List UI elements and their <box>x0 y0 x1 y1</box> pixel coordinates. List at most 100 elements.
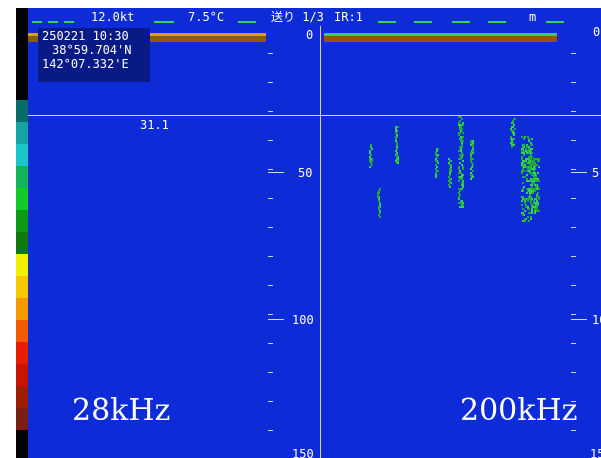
echo-pixel <box>522 148 524 150</box>
echo-pixel <box>524 166 526 168</box>
echo-pixel <box>528 140 530 142</box>
color-scale-step <box>16 364 28 386</box>
echo-pixel <box>396 136 398 138</box>
color-scale-step <box>16 232 28 254</box>
echo-pixel <box>534 188 536 190</box>
echo-pixel <box>522 168 524 170</box>
echo-pixel <box>436 156 438 158</box>
echo-pixel <box>448 184 450 186</box>
depth-minor-tick <box>268 314 273 315</box>
echo-pixel <box>521 136 523 138</box>
echo-pixel <box>472 142 474 144</box>
depth-minor-tick <box>571 401 576 402</box>
echo-pixel <box>461 176 463 178</box>
echo-pixel <box>514 128 516 130</box>
echo-pixel <box>379 212 381 214</box>
echo-pixel <box>538 210 540 212</box>
color-scale-step <box>16 166 28 188</box>
echo-pixel <box>472 176 474 178</box>
echo-pixel <box>449 186 451 188</box>
echo-pixel <box>525 160 527 162</box>
echo-pixel <box>522 198 524 200</box>
echo-pixel <box>435 152 437 154</box>
echo-pixel <box>527 208 529 210</box>
echo-pixel <box>371 164 373 166</box>
echo-pixel <box>472 144 474 146</box>
echo-pixel <box>528 148 530 150</box>
echo-pixel <box>526 166 528 168</box>
longitude-readout: 142°07.332'E <box>42 57 129 71</box>
echo-pixel <box>537 178 539 180</box>
echo-pixel <box>377 192 379 194</box>
echo-pixel <box>378 206 380 208</box>
echo-pixel <box>396 154 398 156</box>
echo-pixel <box>369 166 371 168</box>
depth-minor-tick <box>571 111 576 112</box>
echo-pixel <box>529 152 531 154</box>
echo-pixel <box>370 144 372 146</box>
echo-pixel <box>369 152 371 154</box>
echo-pixel <box>396 152 398 154</box>
echo-pixel <box>531 186 533 188</box>
echo-pixel <box>461 128 463 130</box>
echo-pixel <box>533 176 535 178</box>
echo-pixel <box>458 172 460 174</box>
echo-pixel <box>458 124 460 126</box>
color-scale-step <box>16 188 28 210</box>
echo-pixel <box>459 178 461 180</box>
echo-pixel <box>460 158 462 160</box>
color-scale-step <box>16 298 28 320</box>
echo-pixel <box>532 178 534 180</box>
depth-tick-50 <box>268 172 284 173</box>
echo-pixel <box>472 140 474 142</box>
depth-marker-line <box>28 115 601 116</box>
echo-pixel <box>537 202 539 204</box>
echo-pixel <box>521 158 523 160</box>
echo-pixel <box>460 172 462 174</box>
depth-minor-tick <box>571 314 576 315</box>
echo-pixel <box>510 128 512 130</box>
echo-pixel <box>529 198 531 200</box>
echo-pixel <box>530 218 532 220</box>
echo-pixel <box>370 146 372 148</box>
echo-pixel <box>379 188 381 190</box>
echo-pixel <box>513 144 515 146</box>
echo-pixel <box>449 180 451 182</box>
echo-pixel <box>533 168 535 170</box>
echo-pixel <box>472 148 474 150</box>
echo-pixel <box>527 158 529 160</box>
echo-pixel <box>526 162 528 164</box>
echo-pixel <box>534 184 536 186</box>
echo-pixel <box>458 198 460 200</box>
depth-minor-tick <box>268 401 273 402</box>
echo-pixel <box>436 150 438 152</box>
depth-minor-tick <box>268 285 273 286</box>
echo-pixel <box>533 160 535 162</box>
echo-pixel <box>462 204 464 206</box>
echo-pixel <box>449 170 451 172</box>
echo-pixel <box>460 130 462 132</box>
echo-pixel <box>436 166 438 168</box>
echo-pixel <box>370 158 372 160</box>
echo-pixel <box>532 162 534 164</box>
depth-label-150: 150 <box>292 447 314 458</box>
color-scale-step <box>16 100 28 122</box>
echo-pixel <box>513 138 515 140</box>
echo-pixel <box>448 162 450 164</box>
echo-pixel <box>531 168 533 170</box>
echo-pixel <box>459 154 461 156</box>
echo-pixel <box>531 212 533 214</box>
echo-pixel <box>460 156 462 158</box>
echo-pixel <box>458 166 460 168</box>
echo-pixel <box>461 188 463 190</box>
echo-pixel <box>522 220 524 222</box>
echo-pixel <box>538 188 540 190</box>
echo-pixel <box>530 216 532 218</box>
echo-pixel <box>532 182 534 184</box>
echo-pixel <box>527 198 529 200</box>
echo-pixel <box>536 208 538 210</box>
echo-pixel <box>529 150 531 152</box>
echo-pixel <box>369 150 371 152</box>
echo-pixel <box>458 116 460 118</box>
echo-pixel <box>459 170 461 172</box>
